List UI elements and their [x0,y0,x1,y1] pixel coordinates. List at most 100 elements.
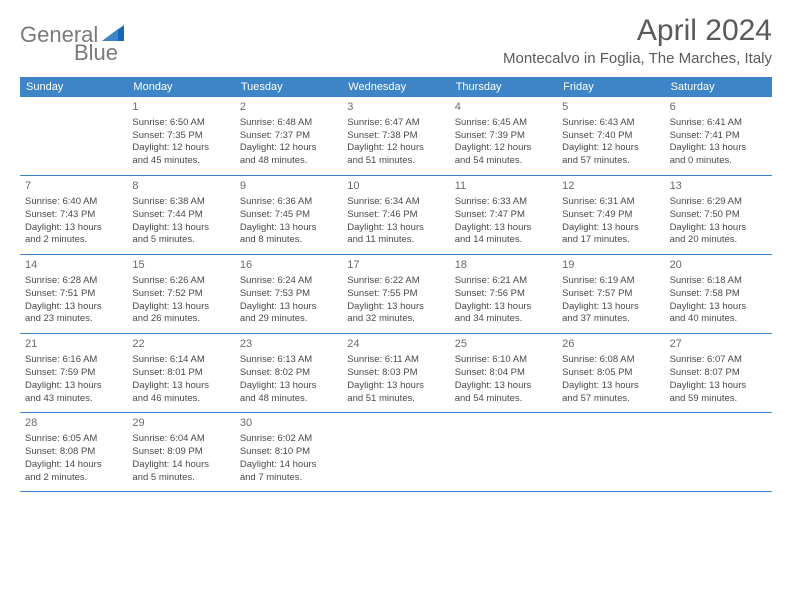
sun-detail: Sunset: 8:01 PM [132,367,229,380]
calendar-cell: 22Sunrise: 6:14 AMSunset: 8:01 PMDayligh… [127,334,234,412]
calendar-cell: 8Sunrise: 6:38 AMSunset: 7:44 PMDaylight… [127,176,234,254]
calendar-cell-empty [450,413,557,491]
sun-detail: Sunrise: 6:19 AM [562,275,659,288]
sun-detail: Daylight: 13 hours [347,222,444,235]
sun-detail: and 7 minutes. [240,472,337,485]
day-number: 9 [240,179,337,194]
day-header: Tuesday [235,77,342,97]
day-number: 5 [562,100,659,115]
sun-detail: Sunset: 8:10 PM [240,446,337,459]
calendar-cell: 20Sunrise: 6:18 AMSunset: 7:58 PMDayligh… [665,255,772,333]
sun-detail: and 54 minutes. [455,155,552,168]
sun-detail: Daylight: 13 hours [562,380,659,393]
day-number: 22 [132,337,229,352]
day-number: 8 [132,179,229,194]
sun-detail: and 51 minutes. [347,155,444,168]
day-number: 20 [670,258,767,273]
day-header: Thursday [450,77,557,97]
calendar-cell: 14Sunrise: 6:28 AMSunset: 7:51 PMDayligh… [20,255,127,333]
calendar-cell: 18Sunrise: 6:21 AMSunset: 7:56 PMDayligh… [450,255,557,333]
calendar-cell: 10Sunrise: 6:34 AMSunset: 7:46 PMDayligh… [342,176,449,254]
sun-detail: Sunrise: 6:08 AM [562,354,659,367]
calendar-week: 14Sunrise: 6:28 AMSunset: 7:51 PMDayligh… [20,255,772,334]
sun-detail: Daylight: 13 hours [132,301,229,314]
calendar-cell: 15Sunrise: 6:26 AMSunset: 7:52 PMDayligh… [127,255,234,333]
calendar-cell: 12Sunrise: 6:31 AMSunset: 7:49 PMDayligh… [557,176,664,254]
sun-detail: Sunset: 7:46 PM [347,209,444,222]
sun-detail: Sunset: 7:37 PM [240,130,337,143]
day-number: 16 [240,258,337,273]
calendar-cell: 9 Sunrise: 6:36 AMSunset: 7:45 PMDaylight… [235,176,342,254]
sun-detail: Daylight: 12 hours [240,142,337,155]
sun-detail: Sunrise: 6:40 AM [25,196,122,209]
sun-detail: Sunset: 7:58 PM [670,288,767,301]
day-headers-row: SundayMondayTuesdayWednesdayThursdayFrid… [20,77,772,97]
sun-detail: Sunrise: 6:14 AM [132,354,229,367]
sun-detail: Daylight: 13 hours [670,380,767,393]
sun-detail: Sunrise: 6:28 AM [25,275,122,288]
day-number: 3 [347,100,444,115]
sun-detail: Sunset: 8:09 PM [132,446,229,459]
sun-detail: and 29 minutes. [240,313,337,326]
location-subtitle: Montecalvo in Foglia, The Marches, Italy [503,50,772,67]
sun-detail: and 48 minutes. [240,393,337,406]
sun-detail: Sunset: 7:59 PM [25,367,122,380]
sun-detail: Sunrise: 6:43 AM [562,117,659,130]
calendar-cell-empty [557,413,664,491]
sun-detail: and 48 minutes. [240,155,337,168]
sun-detail: Daylight: 13 hours [670,222,767,235]
calendar-week: 7Sunrise: 6:40 AMSunset: 7:43 PMDaylight… [20,176,772,255]
sun-detail: and 32 minutes. [347,313,444,326]
title-block: April 2024 Montecalvo in Foglia, The Mar… [503,14,772,67]
sun-detail: Daylight: 12 hours [132,142,229,155]
sun-detail: and 46 minutes. [132,393,229,406]
sun-detail: and 8 minutes. [240,234,337,247]
day-number: 28 [25,416,122,431]
calendar-cell: 11Sunrise: 6:33 AMSunset: 7:47 PMDayligh… [450,176,557,254]
day-number: 17 [347,258,444,273]
calendar-cell: 29Sunrise: 6:04 AMSunset: 8:09 PMDayligh… [127,413,234,491]
sun-detail: Sunrise: 6:31 AM [562,196,659,209]
sun-detail: Sunset: 8:05 PM [562,367,659,380]
sun-detail: Sunrise: 6:48 AM [240,117,337,130]
sun-detail: Daylight: 13 hours [240,222,337,235]
sun-detail: Daylight: 13 hours [455,380,552,393]
day-number: 12 [562,179,659,194]
sun-detail: Daylight: 13 hours [25,380,122,393]
sun-detail: Sunset: 7:45 PM [240,209,337,222]
sun-detail: Sunrise: 6:36 AM [240,196,337,209]
sun-detail: Sunset: 7:50 PM [670,209,767,222]
calendar-cell: 7Sunrise: 6:40 AMSunset: 7:43 PMDaylight… [20,176,127,254]
sun-detail: Sunset: 7:57 PM [562,288,659,301]
sun-detail: Sunrise: 6:24 AM [240,275,337,288]
sun-detail: Sunrise: 6:13 AM [240,354,337,367]
sun-detail: and 54 minutes. [455,393,552,406]
sun-detail: Sunset: 7:44 PM [132,209,229,222]
sun-detail: Sunrise: 6:16 AM [25,354,122,367]
sun-detail: Sunrise: 6:47 AM [347,117,444,130]
day-header: Wednesday [342,77,449,97]
sun-detail: Sunrise: 6:26 AM [132,275,229,288]
sun-detail: Daylight: 14 hours [240,459,337,472]
sun-detail: and 26 minutes. [132,313,229,326]
sun-detail: Sunrise: 6:18 AM [670,275,767,288]
calendar-cell-empty [20,97,127,175]
sun-detail: Daylight: 13 hours [240,301,337,314]
sun-detail: Daylight: 12 hours [562,142,659,155]
day-number: 21 [25,337,122,352]
sun-detail: and 37 minutes. [562,313,659,326]
calendar-cell: 17Sunrise: 6:22 AMSunset: 7:55 PMDayligh… [342,255,449,333]
day-number: 27 [670,337,767,352]
sun-detail: Sunset: 7:52 PM [132,288,229,301]
day-number: 1 [132,100,229,115]
day-number: 4 [455,100,552,115]
calendar-cell: 26Sunrise: 6:08 AMSunset: 8:05 PMDayligh… [557,334,664,412]
sun-detail: Sunrise: 6:33 AM [455,196,552,209]
sun-detail: Sunrise: 6:10 AM [455,354,552,367]
sun-detail: and 45 minutes. [132,155,229,168]
month-title: April 2024 [503,14,772,48]
sun-detail: Sunrise: 6:50 AM [132,117,229,130]
day-number: 10 [347,179,444,194]
calendar-cell: 6Sunrise: 6:41 AMSunset: 7:41 PMDaylight… [665,97,772,175]
sun-detail: and 57 minutes. [562,393,659,406]
